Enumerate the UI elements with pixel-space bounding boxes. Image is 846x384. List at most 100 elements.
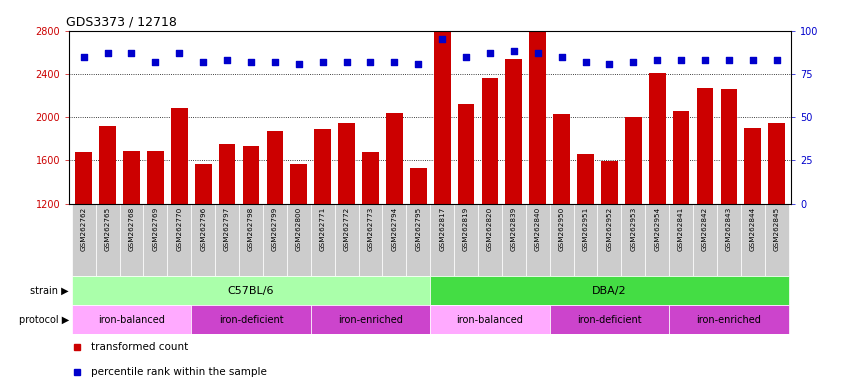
Point — [770, 57, 783, 63]
Text: GSM262772: GSM262772 — [343, 207, 349, 252]
Text: GSM262797: GSM262797 — [224, 207, 230, 252]
Text: GSM262952: GSM262952 — [607, 207, 613, 252]
Bar — [359, 204, 382, 276]
Point — [149, 59, 162, 65]
Bar — [696, 88, 713, 333]
Point — [674, 57, 688, 63]
Bar — [147, 151, 164, 333]
Bar — [597, 204, 621, 276]
Point — [387, 59, 401, 65]
Bar — [553, 114, 570, 333]
Point — [579, 59, 592, 65]
Text: protocol ▶: protocol ▶ — [19, 314, 69, 325]
Bar — [99, 126, 116, 333]
Point — [627, 59, 640, 65]
Text: DBA/2: DBA/2 — [592, 286, 627, 296]
Point — [555, 53, 569, 60]
Text: iron-balanced: iron-balanced — [98, 314, 165, 325]
Text: GSM262839: GSM262839 — [511, 207, 517, 252]
Point — [531, 50, 545, 56]
Text: iron-balanced: iron-balanced — [457, 314, 524, 325]
Bar — [290, 164, 307, 333]
Text: GSM262769: GSM262769 — [152, 207, 158, 252]
Text: GSM262819: GSM262819 — [463, 207, 469, 252]
Bar — [765, 204, 788, 276]
Bar — [406, 204, 430, 276]
Text: GSM262762: GSM262762 — [80, 207, 86, 252]
Bar — [243, 146, 260, 333]
Text: GSM262953: GSM262953 — [630, 207, 636, 252]
Bar — [721, 89, 737, 333]
Bar — [191, 305, 310, 334]
Bar — [430, 204, 454, 276]
Point — [316, 59, 329, 65]
Text: GSM262840: GSM262840 — [535, 207, 541, 252]
Text: GSM262841: GSM262841 — [678, 207, 684, 252]
Bar — [621, 204, 645, 276]
Text: GSM262820: GSM262820 — [487, 207, 493, 252]
Bar — [195, 164, 212, 333]
Text: GSM262770: GSM262770 — [176, 207, 182, 252]
Text: iron-deficient: iron-deficient — [218, 314, 283, 325]
Bar — [625, 117, 641, 333]
Text: GSM262771: GSM262771 — [320, 207, 326, 252]
Bar — [717, 204, 741, 276]
Bar — [171, 109, 188, 333]
Text: GSM262765: GSM262765 — [105, 207, 111, 252]
Point — [602, 60, 616, 67]
Point — [483, 50, 497, 56]
Text: GSM262773: GSM262773 — [367, 207, 373, 252]
Text: GSM262800: GSM262800 — [296, 207, 302, 252]
Bar — [287, 204, 310, 276]
Bar — [478, 204, 502, 276]
Bar — [768, 122, 785, 333]
Bar — [266, 131, 283, 333]
Point — [507, 48, 520, 55]
Bar — [263, 204, 287, 276]
Text: GSM262954: GSM262954 — [654, 207, 660, 252]
Text: GSM262795: GSM262795 — [415, 207, 421, 252]
Text: GSM262768: GSM262768 — [129, 207, 135, 252]
Point — [364, 59, 377, 65]
Text: transformed count: transformed count — [91, 341, 189, 352]
Bar — [530, 32, 546, 333]
Text: GSM262842: GSM262842 — [702, 207, 708, 252]
Bar — [744, 128, 761, 333]
Bar — [310, 204, 335, 276]
Bar — [386, 113, 403, 333]
Bar — [72, 204, 96, 276]
Bar — [645, 204, 669, 276]
Bar — [72, 276, 430, 305]
Point — [722, 57, 736, 63]
Bar — [741, 204, 765, 276]
Bar — [191, 204, 215, 276]
Bar — [430, 276, 788, 305]
Bar — [382, 204, 406, 276]
Point — [411, 60, 425, 67]
Bar — [96, 204, 119, 276]
Text: GSM262845: GSM262845 — [774, 207, 780, 252]
Point — [268, 59, 282, 65]
Bar — [458, 104, 475, 333]
Text: GSM262951: GSM262951 — [583, 207, 589, 252]
Bar — [335, 204, 359, 276]
Point — [292, 60, 305, 67]
Point — [436, 36, 449, 42]
Bar — [673, 111, 689, 333]
Bar — [310, 305, 430, 334]
Bar — [577, 154, 594, 333]
Bar — [550, 204, 574, 276]
Bar — [119, 204, 144, 276]
Bar — [525, 204, 550, 276]
Point — [173, 50, 186, 56]
Point — [124, 50, 138, 56]
Bar — [649, 73, 666, 333]
Text: GSM262799: GSM262799 — [272, 207, 277, 252]
Bar — [434, 32, 451, 333]
Text: iron-deficient: iron-deficient — [577, 314, 642, 325]
Bar — [239, 204, 263, 276]
Text: strain ▶: strain ▶ — [30, 286, 69, 296]
Bar — [669, 204, 693, 276]
Bar — [338, 122, 355, 333]
Text: GSM262817: GSM262817 — [439, 207, 445, 252]
